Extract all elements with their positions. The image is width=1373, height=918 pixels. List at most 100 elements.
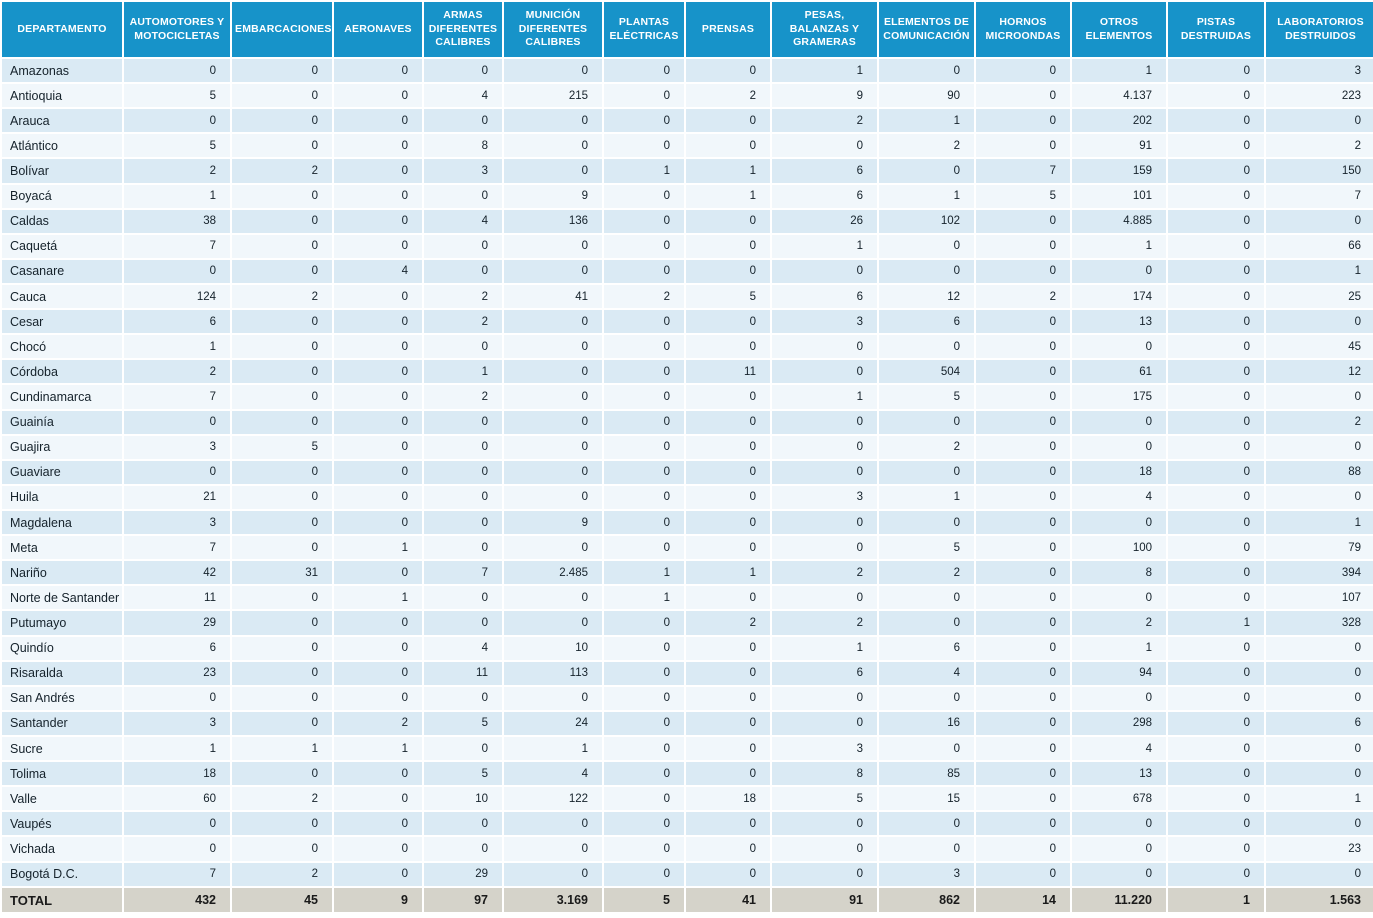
table-row-caqueta: Caquetá 7 0 0 0 0 0 0 1 0 0 1 0 66 [2,234,1373,258]
column-header-pistas-destruidas: PISTAS DESTRUIDAS [1168,2,1264,57]
cell-value: 2 [1266,134,1373,158]
cell-value: 0 [504,159,602,183]
cell-value: 0 [1168,711,1264,735]
cell-value: 6 [772,159,877,183]
cell-value: 6 [772,184,877,208]
cell-value: 0 [604,636,684,660]
cell-value: 0 [424,812,502,836]
cell-value: 0 [334,510,422,535]
cell-value: 4.137 [1072,84,1166,108]
cell-value: 0 [604,862,684,886]
cell-value: 38 [124,209,230,233]
cell-value: 2 [424,385,502,409]
cell-value: 0 [1266,209,1373,233]
cell-value: 1 [1072,234,1166,258]
cell-value: 0 [686,812,770,836]
department-name: Nariño [2,561,122,585]
cell-value: 4 [424,209,502,233]
column-header-municion-diferentes-calibres: MUNICIÓN DIFERENTES CALIBRES [504,2,602,57]
cell-value: 0 [879,510,974,535]
cell-value: 5 [124,84,230,108]
cell-value: 11 [686,360,770,384]
cell-value: 0 [1168,837,1264,861]
cell-value: 0 [772,259,877,283]
cell-value: 0 [976,862,1070,886]
cell-value: 0 [334,59,422,83]
cell-value: 0 [424,335,502,359]
cell-value: 8 [424,134,502,158]
cell-value: 0 [334,460,422,484]
cell-value: 0 [1168,812,1264,836]
cell-value: 26 [772,209,877,233]
cell-value: 0 [686,310,770,334]
cell-value: 0 [976,485,1070,509]
cell-value: 0 [604,360,684,384]
cell-value: 1 [504,736,602,761]
department-name: Cundinamarca [2,385,122,409]
total-value: 9 [334,888,422,912]
department-name: Tolima [2,762,122,786]
cell-value: 298 [1072,711,1166,735]
cell-value: 0 [604,335,684,359]
cell-value: 0 [976,762,1070,786]
cell-value: 0 [232,611,332,635]
cell-value: 0 [504,410,602,434]
cell-value: 0 [879,59,974,83]
cell-value: 0 [232,837,332,861]
cell-value: 0 [232,259,332,283]
cell-value: 0 [1168,335,1264,359]
department-name: Cesar [2,310,122,334]
cell-value: 0 [1168,360,1264,384]
cell-value: 0 [1168,460,1264,484]
cell-value: 0 [976,435,1070,459]
cell-value: 0 [1168,184,1264,208]
total-value: 91 [772,888,877,912]
department-name: Norte de Santander [2,586,122,610]
cell-value: 0 [1072,410,1166,434]
cell-value: 0 [686,460,770,484]
cell-value: 0 [232,536,332,560]
cell-value: 101 [1072,184,1166,208]
cell-value: 0 [604,762,684,786]
cell-value: 3 [124,510,230,535]
cell-value: 6 [124,636,230,660]
cell-value: 0 [424,837,502,861]
cell-value: 0 [232,335,332,359]
cell-value: 5 [879,536,974,560]
cell-value: 1 [772,385,877,409]
department-name: Córdoba [2,360,122,384]
cell-value: 0 [686,234,770,258]
cell-value: 7 [424,561,502,585]
cell-value: 18 [686,787,770,811]
cell-value: 23 [124,661,230,685]
cell-value: 0 [504,435,602,459]
cell-value: 42 [124,561,230,585]
cell-value: 2 [124,360,230,384]
cell-value: 0 [232,460,332,484]
cell-value: 0 [1168,84,1264,108]
cell-value: 0 [1266,762,1373,786]
cell-value: 0 [1168,59,1264,83]
cell-value: 0 [686,536,770,560]
cell-value: 0 [334,410,422,434]
cell-value: 0 [504,310,602,334]
cell-value: 0 [504,460,602,484]
cell-value: 136 [504,209,602,233]
cell-value: 0 [686,837,770,861]
table-row-cauca: Cauca 124 2 0 2 41 2 5 6 12 2 174 0 25 [2,284,1373,309]
table-row-magdalena: Magdalena 3 0 0 0 9 0 0 0 0 0 0 0 1 [2,510,1373,535]
cell-value: 0 [772,711,877,735]
department-name: Boyacá [2,184,122,208]
cell-value: 0 [124,686,230,710]
cell-value: 0 [686,762,770,786]
column-header-armas-diferentes-calibres: ARMAS DIFERENTES CALIBRES [424,2,502,57]
department-name: Guaviare [2,460,122,484]
cell-value: 504 [879,360,974,384]
cell-value: 0 [879,837,974,861]
cell-value: 0 [504,385,602,409]
cell-value: 2 [879,435,974,459]
cell-value: 0 [334,485,422,509]
cell-value: 10 [504,636,602,660]
cell-value: 0 [1168,385,1264,409]
cell-value: 1 [1072,636,1166,660]
